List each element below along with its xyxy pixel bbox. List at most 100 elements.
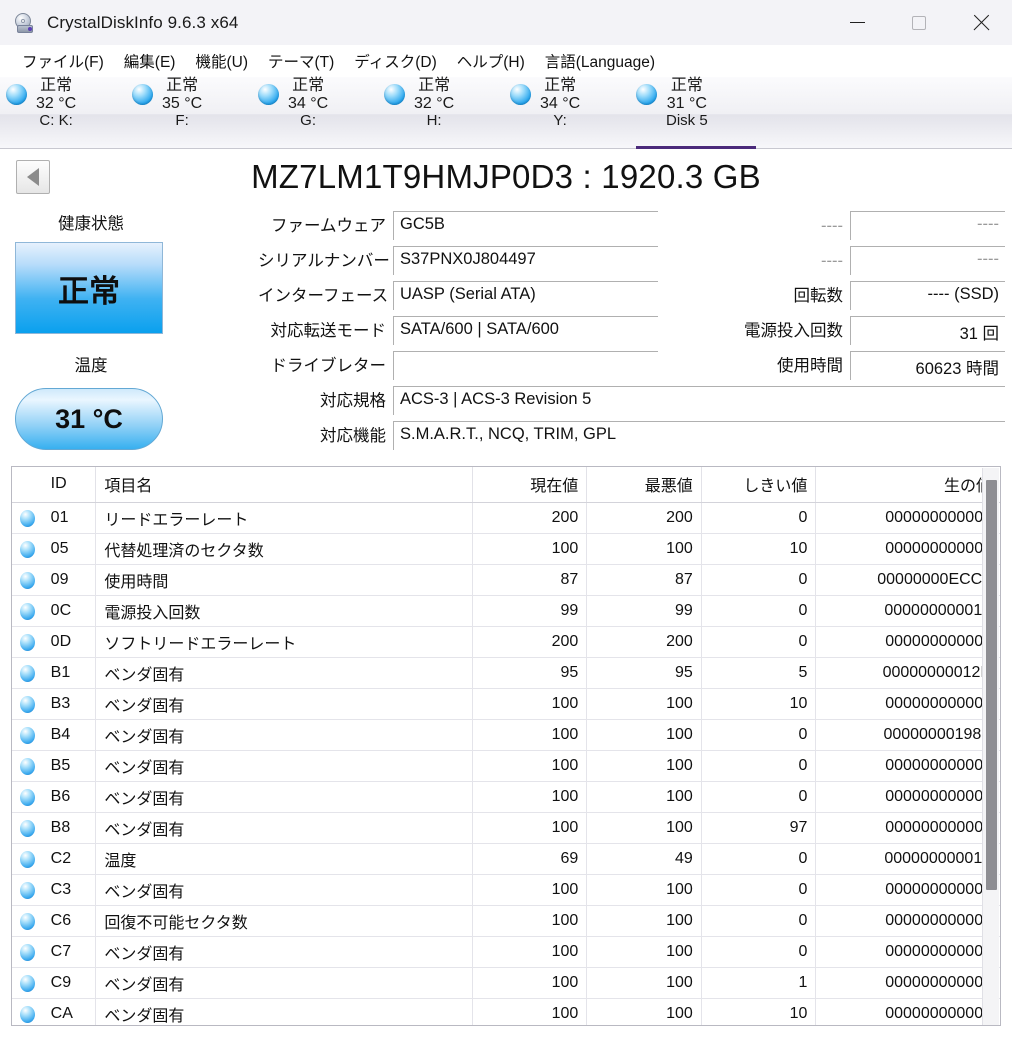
info-label: ----: [821, 252, 843, 270]
table-header-col-id[interactable]: ID: [42, 467, 97, 503]
menu-function[interactable]: 機能(U): [195, 54, 248, 71]
disk-tab-strip: 正常 32 °C C: K: 正常 35 °C F: 正常 34 °C G: 正常 32 °C H: 正…: [0, 77, 1012, 149]
attribute-current: 95: [472, 657, 588, 689]
table-scrollbar-thumb[interactable]: [986, 480, 997, 890]
disk-status-led-icon: [6, 84, 27, 105]
disk-tab-text: 正常 34 °C Y:: [540, 77, 580, 130]
attribute-worst: 100: [586, 905, 702, 937]
disk-tab-h[interactable]: 正常 32 °C H:: [384, 77, 454, 149]
table-row[interactable]: B5 ベンダ固有 100 100 0 000000000000: [12, 750, 1000, 782]
attribute-name: ベンダ固有: [95, 874, 473, 906]
disk-tab-drive-letter: F:: [175, 111, 189, 129]
info-value[interactable]: ---- (SSD): [850, 281, 1005, 310]
table-row[interactable]: 0C 電源投入回数 99 99 0 00000000001F: [12, 595, 1000, 627]
info-value[interactable]: SATA/600 | SATA/600: [393, 316, 658, 345]
table-row[interactable]: B3 ベンダ固有 100 100 10 000000000000: [12, 688, 1000, 720]
info-value[interactable]: ----: [850, 211, 1005, 240]
disk-tab-drive-letter: Disk 5: [666, 111, 708, 129]
attribute-raw: 00000000198E: [815, 719, 1000, 751]
table-header-row: ID 項目名 現在値 最悪値 しきい値 生の値: [12, 467, 1000, 503]
attribute-current: 100: [472, 781, 588, 813]
maximize-button[interactable]: [888, 0, 950, 45]
info-row: 使用時間 60623 時間: [660, 349, 1005, 380]
menu-edit[interactable]: 編集(E): [123, 54, 176, 71]
disk-tab-temperature: 32 °C: [414, 94, 455, 112]
attribute-raw: 000000000000: [815, 502, 1000, 534]
table-header-col-threshold[interactable]: しきい値: [701, 467, 817, 503]
info-value[interactable]: 60623 時間: [850, 351, 1005, 380]
disk-tab-disk5[interactable]: 正常 31 °C Disk 5: [636, 77, 708, 149]
table-row[interactable]: CA ベンダ固有 100 100 10 000000000000: [12, 998, 1000, 1025]
table-body: 01 リードエラーレート 200 200 0 000000000000 05 代替処理済のセク…: [12, 502, 1000, 1025]
attribute-status-led-icon: [12, 936, 43, 968]
table-row[interactable]: B6 ベンダ固有 100 100 0 000000000000: [12, 781, 1000, 813]
table-header-col-raw[interactable]: 生の値: [815, 467, 1000, 503]
disk-tab-text: 正常 31 °C Disk 5: [666, 77, 708, 130]
menu-disk[interactable]: ディスク(D): [354, 54, 437, 71]
temperature-label: 温度: [74, 357, 108, 375]
attribute-name: 回復不可能セクタ数: [95, 905, 473, 937]
table-row[interactable]: C3 ベンダ固有 100 100 0 000000000000: [12, 874, 1000, 906]
table-row[interactable]: B8 ベンダ固有 100 100 97 000000000000: [12, 812, 1000, 844]
table-header-col-status[interactable]: [12, 467, 43, 503]
health-status-badge[interactable]: 正常: [15, 242, 163, 334]
info-label: 回転数: [793, 287, 844, 305]
table-row[interactable]: 09 使用時間 87 87 0 00000000ECCF: [12, 564, 1000, 596]
attribute-raw: 000000000000: [815, 781, 1000, 813]
table-scrollbar[interactable]: [982, 468, 999, 1025]
disk-model-title: MZ7LM1T9HMJP0D3 : 1920.3 GB: [251, 158, 761, 195]
info-value[interactable]: ACS-3 | ACS-3 Revision 5: [393, 386, 1005, 415]
menu-help[interactable]: ヘルプ(H): [456, 54, 525, 71]
menu-file[interactable]: ファイル(F): [22, 54, 104, 71]
attribute-id: C9: [42, 967, 97, 999]
attribute-threshold: 0: [701, 843, 817, 875]
table-row[interactable]: 0D ソフトリードエラーレート 200 200 0 000000000000: [12, 626, 1000, 658]
menu-theme[interactable]: テーマ(T): [268, 54, 335, 71]
attribute-name: ベンダ固有: [95, 657, 473, 689]
table-row[interactable]: B4 ベンダ固有 100 100 0 00000000198E: [12, 719, 1000, 751]
disk-tab-ck[interactable]: 正常 32 °C C: K:: [6, 77, 76, 149]
table-header-col-name[interactable]: 項目名: [95, 467, 473, 503]
menu-language[interactable]: 言語(Language): [544, 54, 656, 71]
info-value[interactable]: GC5B: [393, 211, 658, 240]
attribute-name: リードエラーレート: [95, 502, 473, 534]
table-header-col-worst[interactable]: 最悪値: [586, 467, 702, 503]
table-row[interactable]: C6 回復不可能セクタ数 100 100 0 000000000000: [12, 905, 1000, 937]
info-value[interactable]: UASP (Serial ATA): [393, 281, 658, 310]
table-row[interactable]: B1 ベンダ固有 95 95 5 00000000012D: [12, 657, 1000, 689]
close-button[interactable]: [950, 0, 1012, 45]
info-value[interactable]: S37PNX0J804497: [393, 246, 658, 275]
attribute-id: B4: [42, 719, 97, 751]
info-value[interactable]: [393, 351, 658, 380]
table-row[interactable]: C2 温度 69 49 0 00000000001F: [12, 843, 1000, 875]
info-value[interactable]: S.M.A.R.T., NCQ, TRIM, GPL: [393, 421, 1005, 450]
table-row[interactable]: 01 リードエラーレート 200 200 0 000000000000: [12, 502, 1000, 534]
attribute-worst: 100: [586, 719, 702, 751]
attribute-current: 100: [472, 905, 588, 937]
minimize-button[interactable]: [826, 0, 888, 45]
table-header-col-current[interactable]: 現在値: [472, 467, 588, 503]
table-row[interactable]: C7 ベンダ固有 100 100 0 000000000000: [12, 936, 1000, 968]
info-row: 電源投入回数 31 回: [660, 314, 1005, 345]
disk-tab-health: 正常: [544, 77, 577, 94]
attribute-current: 100: [472, 688, 588, 720]
info-value[interactable]: 31 回: [850, 316, 1005, 345]
attribute-threshold: 10: [701, 998, 817, 1025]
disk-tab-text: 正常 35 °C F:: [162, 77, 202, 130]
disk-tab-temperature: 35 °C: [162, 94, 203, 112]
minimize-icon: [849, 22, 865, 23]
table-row[interactable]: C9 ベンダ固有 100 100 1 000000000000: [12, 967, 1000, 999]
attribute-worst: 49: [586, 843, 702, 875]
disk-tab-f[interactable]: 正常 35 °C F:: [132, 77, 202, 149]
attribute-current: 100: [472, 719, 588, 751]
table-row[interactable]: 05 代替処理済のセクタ数 100 100 10 000000000000: [12, 533, 1000, 565]
disk-tab-g[interactable]: 正常 34 °C G:: [258, 77, 328, 149]
disk-tab-y[interactable]: 正常 34 °C Y:: [510, 77, 580, 149]
attribute-threshold: 0: [701, 905, 817, 937]
attribute-name: ベンダ固有: [95, 936, 473, 968]
disk-tab-temperature: 34 °C: [540, 94, 581, 112]
attribute-status-led-icon: [12, 533, 43, 565]
info-value[interactable]: ----: [850, 246, 1005, 275]
previous-disk-button[interactable]: [16, 160, 50, 194]
temperature-badge[interactable]: 31 °C: [15, 388, 163, 450]
